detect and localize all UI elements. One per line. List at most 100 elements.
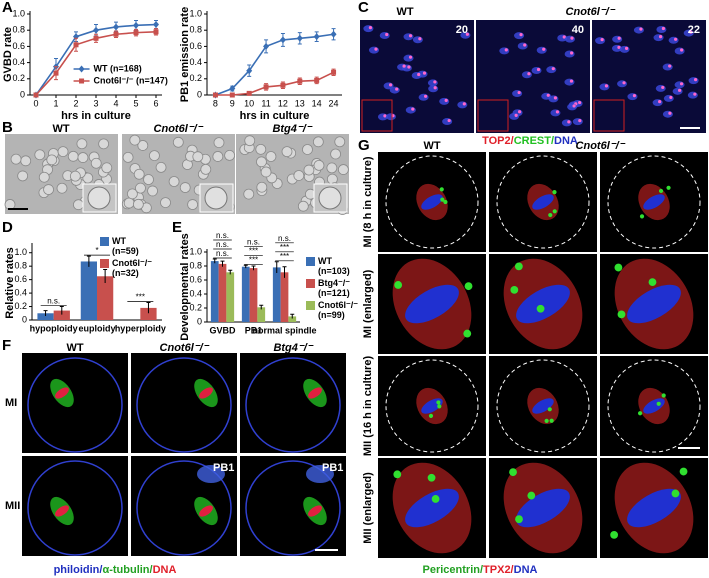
marker: [313, 33, 320, 41]
panel-letter: A: [2, 0, 13, 16]
chromosome: [514, 32, 525, 40]
legend-label: Cnot6l⁻/⁻ (n=99): [318, 300, 358, 320]
oocyte: [147, 185, 158, 197]
error-bar: [86, 255, 91, 267]
chromosomes: [421, 194, 443, 210]
oocyte: [337, 164, 349, 175]
bar: [226, 272, 235, 322]
y-tick-label: 0.6: [189, 41, 202, 51]
oocyte: [76, 138, 88, 150]
chromosome: [663, 94, 674, 102]
x-tick-label: 13: [295, 98, 305, 108]
chromosome: [379, 31, 390, 39]
centrosome: [463, 329, 472, 338]
chromosomes: [627, 488, 681, 528]
x-tick-label: 24: [329, 98, 339, 108]
inset: [361, 99, 393, 132]
significance-label: n.s.: [216, 249, 229, 258]
error-bar: [274, 261, 279, 273]
kinetochore: [604, 84, 609, 88]
stain-label: TOP2/: [482, 135, 514, 147]
micrograph: [131, 353, 237, 453]
image-label: WT: [396, 6, 413, 18]
oocyte: [256, 181, 268, 193]
oocyte: [20, 155, 32, 167]
marker: [296, 34, 303, 42]
stain-label: Pericentrin/: [423, 564, 484, 576]
y-tick-label: 0: [20, 89, 25, 99]
kinetochore: [639, 27, 643, 31]
kinetochore: [680, 48, 684, 52]
bar: [37, 313, 54, 320]
oocyte: [303, 164, 315, 176]
y-tick-label: 0.4: [189, 288, 202, 298]
oocyte: [255, 143, 267, 155]
kinetochore: [569, 79, 574, 83]
kinetochore: [551, 67, 555, 71]
oocyte-outline: [27, 460, 123, 556]
centrosome: [431, 495, 440, 503]
kinetochore: [465, 32, 469, 36]
oocyte: [244, 135, 256, 147]
chromosomes: [532, 398, 554, 414]
stain-legend: philoidin/α-tubulin/DNA: [54, 564, 177, 576]
chromosomes: [405, 488, 459, 528]
micrograph: [22, 353, 128, 453]
chromosome: [412, 36, 423, 44]
kinetochore: [617, 45, 621, 49]
oocyte: [334, 136, 346, 148]
chromosome: [674, 47, 685, 55]
legend-label: WT (n=59): [112, 236, 139, 256]
chromosome: [363, 25, 374, 33]
chromosome: [439, 97, 450, 105]
kinetochore: [408, 34, 413, 38]
micrograph: [240, 353, 346, 453]
marker: [153, 21, 159, 29]
centrosome: [552, 189, 557, 195]
oocyte: [213, 137, 225, 148]
marker: [229, 92, 235, 98]
column-label: Cnot6l⁻/⁻: [160, 342, 210, 354]
marker: [246, 90, 252, 96]
oocyte: [160, 197, 171, 208]
oocyte: [43, 184, 54, 195]
marker: [331, 69, 337, 75]
chromosome: [655, 84, 666, 92]
x-tick-label: normal spindle: [252, 325, 316, 335]
oocyte: [34, 149, 46, 161]
x-tick-label: 11: [261, 98, 270, 108]
oocyte: [318, 186, 342, 210]
bar: [257, 307, 266, 322]
marker: [73, 42, 79, 48]
stain-legend: TOP2/CREST/DNA: [482, 135, 578, 147]
marker: [246, 67, 253, 75]
oocyte: [312, 136, 324, 148]
y-tick-label: 0.8: [14, 261, 27, 271]
kinetochore: [517, 90, 521, 95]
chromosomes: [308, 387, 322, 399]
y-tick-label: 0.8: [12, 25, 25, 35]
chromosome: [521, 71, 532, 79]
oocyte: [69, 170, 81, 182]
y-tick-label: 0.8: [189, 260, 202, 270]
stain-label: CREST/: [514, 135, 554, 147]
oocyte: [67, 150, 79, 162]
kinetochore: [658, 35, 663, 39]
significance-label: ***: [249, 255, 258, 264]
centrosome: [617, 310, 626, 319]
panel-letter: C: [358, 0, 369, 16]
significance-label: n.s.: [47, 297, 60, 306]
chromosomes: [516, 488, 570, 528]
y-tick-label: 1.0: [14, 247, 27, 257]
y-axis-label: Relative rates: [4, 247, 16, 319]
chromosome: [687, 91, 698, 99]
polar-body: [306, 465, 334, 483]
oocyte: [101, 162, 113, 174]
chromosome: [411, 72, 422, 80]
centrosome: [656, 401, 661, 406]
chromosomes: [405, 284, 459, 324]
oocyte: [123, 197, 135, 209]
oocyte: [87, 186, 111, 210]
centrosome: [527, 491, 536, 500]
